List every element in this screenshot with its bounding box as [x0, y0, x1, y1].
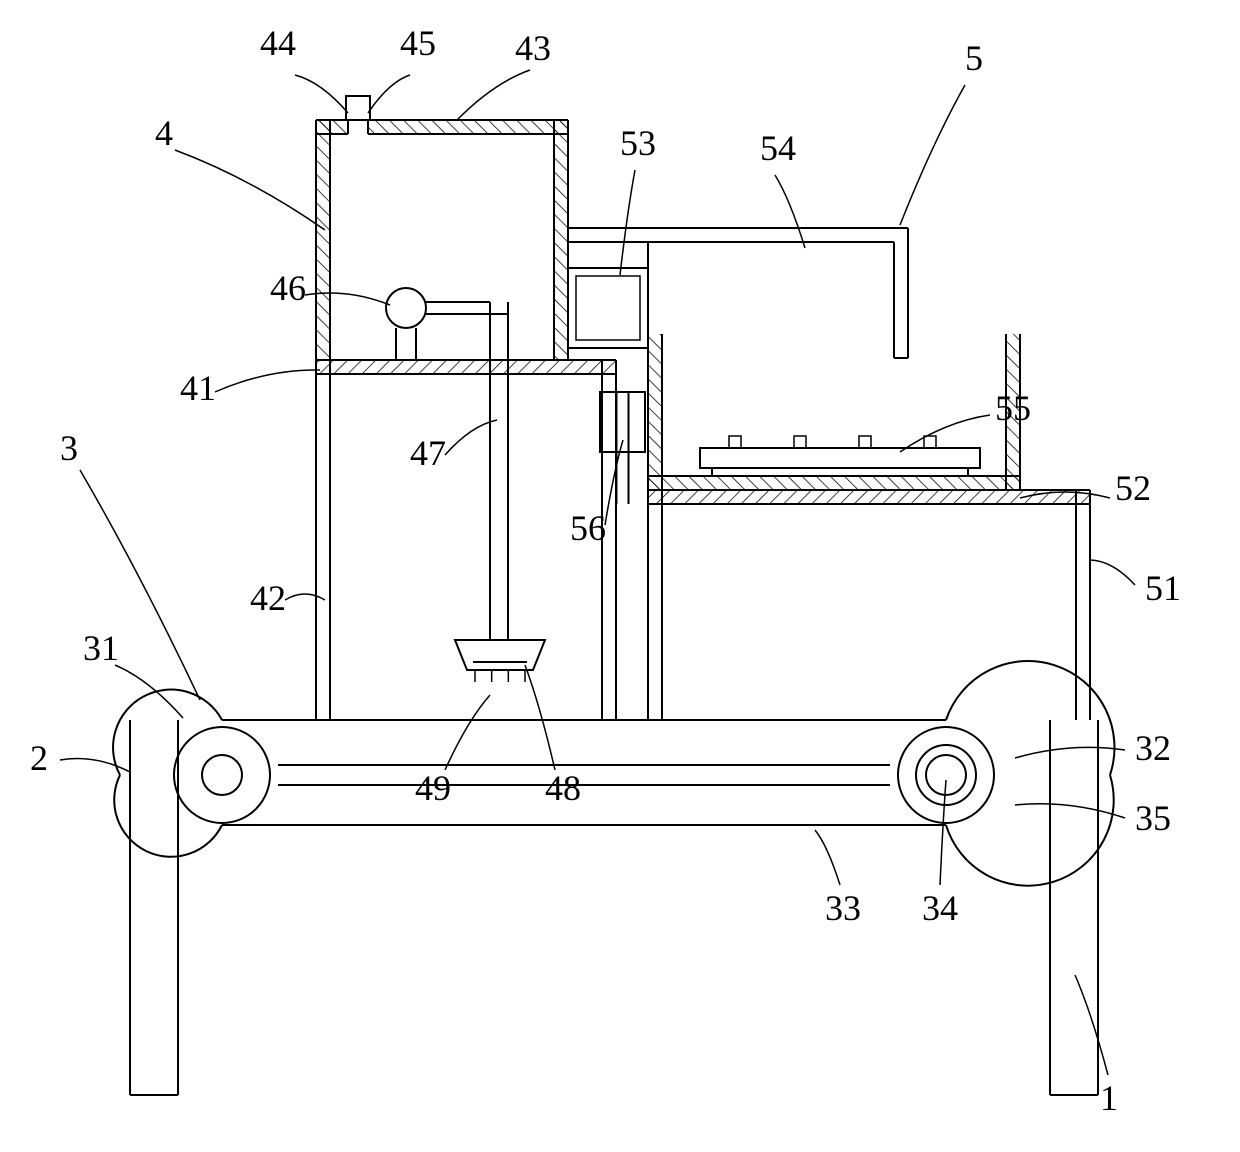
label-51: 51: [1145, 568, 1181, 608]
label-4: 4: [155, 113, 173, 153]
label-44: 44: [260, 23, 296, 63]
label-54: 54: [760, 128, 796, 168]
label-53: 53: [620, 123, 656, 163]
leader-l51: [1090, 560, 1135, 585]
leader-l35: [1015, 804, 1125, 818]
leader-l32: [1015, 747, 1125, 758]
leader-l2: [60, 759, 130, 773]
label-48: 48: [545, 768, 581, 808]
label-3: 3: [60, 428, 78, 468]
label-2: 2: [30, 738, 48, 778]
label-45: 45: [400, 23, 436, 63]
label-31: 31: [83, 628, 119, 668]
leader-l54: [775, 175, 805, 248]
leader-l48: [525, 665, 555, 770]
label-46: 46: [270, 268, 306, 308]
leader-l31: [115, 665, 183, 718]
label-49: 49: [415, 768, 451, 808]
leader-l1: [1075, 975, 1108, 1075]
label-55: 55: [995, 388, 1031, 428]
label-42: 42: [250, 578, 286, 618]
label-47: 47: [410, 433, 446, 473]
label-33: 33: [825, 888, 861, 928]
leader-l44: [295, 75, 348, 113]
label-1: 1: [1100, 1078, 1118, 1118]
leader-l45: [368, 75, 410, 113]
label-56: 56: [570, 508, 606, 548]
leader-l53: [620, 170, 635, 275]
leader-l55: [900, 415, 990, 452]
leader-l49: [445, 695, 490, 770]
label-35: 35: [1135, 798, 1171, 838]
leader-l41: [215, 370, 320, 392]
leader-l43: [457, 70, 530, 120]
label-5: 5: [965, 38, 983, 78]
label-41: 41: [180, 368, 216, 408]
label-32: 32: [1135, 728, 1171, 768]
leader-l33: [815, 830, 840, 885]
label-43: 43: [515, 28, 551, 68]
label-52: 52: [1115, 468, 1151, 508]
engineering-diagram: 1 2 3 31 32 33 34 35 4 41 42 43 44 45 46 47 48 49 5 51 52 53 5…: [0, 0, 1240, 1152]
leader-l42: [285, 594, 325, 600]
leader-l4: [175, 150, 325, 230]
label-34: 34: [922, 888, 958, 928]
leader-l5: [900, 85, 965, 225]
